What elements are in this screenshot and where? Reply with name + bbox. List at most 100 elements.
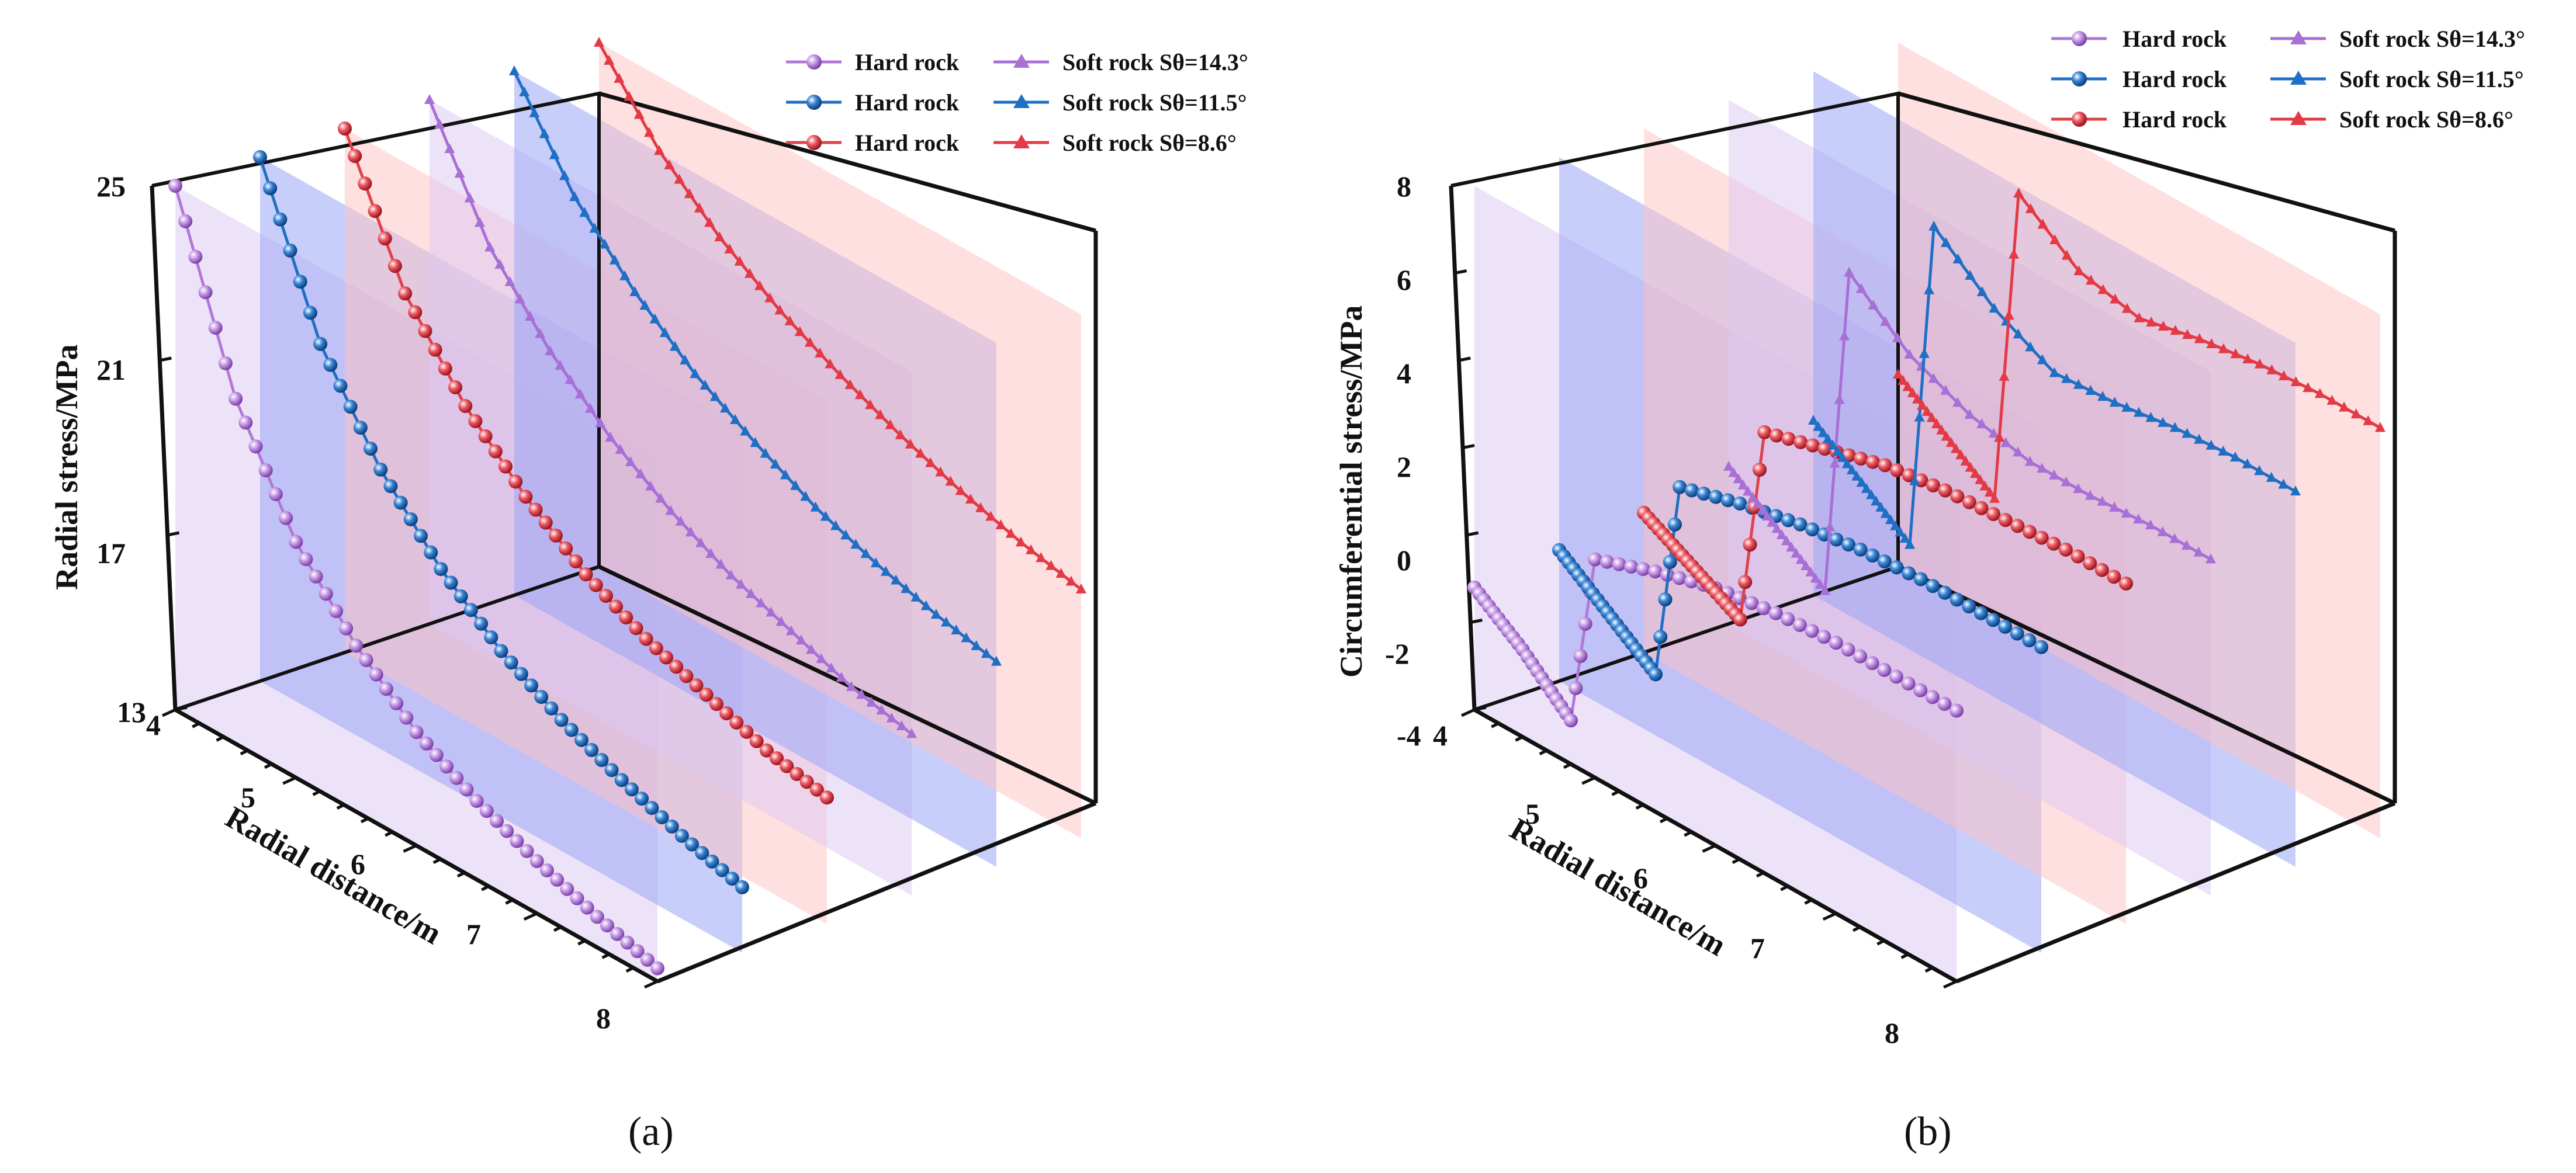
point-soft-red — [2350, 408, 2362, 419]
point-hard-purple — [1805, 624, 1819, 638]
point-hard-blue — [313, 336, 328, 351]
point-hard-purple — [218, 356, 233, 370]
point-soft-blue — [2025, 341, 2036, 352]
point-hard-blue — [695, 846, 709, 860]
point-soft-blue — [2205, 439, 2217, 450]
point-hard-blue — [1720, 493, 1735, 508]
x-minor-tick-mark — [264, 762, 273, 769]
point-soft-blue — [2266, 471, 2277, 482]
point-soft-blue — [670, 341, 680, 351]
point-hard-red — [438, 361, 452, 376]
point-hard-red — [2107, 570, 2121, 584]
point-soft-blue — [1871, 495, 1882, 506]
point-soft-red — [935, 466, 946, 477]
point-hard-blue — [1841, 537, 1855, 552]
point-soft-red — [1902, 381, 1913, 391]
point-hard-red — [1998, 513, 2013, 527]
point-hard-blue — [1962, 599, 1976, 613]
point-soft-red — [2025, 203, 2036, 213]
point-soft-red — [1045, 560, 1057, 570]
panel-a-y-axis-label: Radial stress/MPa — [49, 345, 84, 590]
panel-a-x-tick-7: 7 — [466, 918, 481, 950]
point-soft-blue — [709, 391, 721, 401]
point-soft-blue — [1837, 452, 1848, 462]
point-hard-purple — [600, 918, 615, 933]
point-hard-red — [338, 122, 352, 136]
point-hard-purple — [560, 882, 574, 896]
point-soft-blue — [2158, 417, 2169, 427]
point-soft-blue — [730, 414, 741, 424]
point-hard-red — [2094, 563, 2109, 577]
point-hard-blue — [434, 562, 448, 577]
point-soft-purple — [685, 526, 696, 537]
point-soft-blue — [529, 107, 540, 117]
point-soft-red — [2110, 293, 2121, 304]
point-hard-purple — [479, 804, 494, 818]
point-hard-red — [2047, 536, 2061, 551]
panel-b-y-tick-0: 0 — [1397, 544, 1411, 577]
point-soft-purple — [625, 456, 636, 466]
panel-a-series-planes — [175, 43, 1081, 981]
point-soft-blue — [2218, 445, 2229, 456]
point-soft-purple — [746, 588, 756, 598]
panel-a-y-tick-25: 25 — [96, 170, 126, 203]
point-soft-purple — [1940, 384, 1951, 395]
point-hard-red — [418, 324, 432, 338]
x-minor-tick-mark — [1539, 749, 1547, 755]
point-soft-blue — [951, 624, 962, 634]
point-soft-purple — [675, 515, 686, 526]
point-hard-blue — [1998, 619, 2013, 634]
point-soft-purple — [1904, 349, 1915, 359]
point-hard-red — [1854, 452, 1868, 466]
point-soft-purple — [2073, 483, 2084, 494]
point-hard-red — [729, 715, 744, 730]
point-hard-purple — [399, 710, 414, 725]
point-soft-blue — [870, 557, 881, 568]
point-soft-red — [875, 409, 886, 419]
point-soft-purple — [1976, 418, 1988, 429]
point-soft-purple — [2193, 546, 2204, 557]
point-hard-purple — [439, 759, 454, 774]
panel-b-x-tick-4: 4 — [1433, 719, 1448, 752]
point-hard-purple — [208, 321, 223, 335]
point-soft-red — [1005, 527, 1016, 538]
panel-b-legend-hard-3: Hard rock — [2123, 106, 2227, 133]
point-hard-blue — [624, 782, 639, 797]
point-soft-blue — [860, 548, 871, 558]
x-minor-tick-mark — [1804, 898, 1813, 905]
point-soft-purple — [524, 310, 535, 321]
point-soft-red — [2230, 348, 2241, 359]
point-hard-purple — [178, 214, 193, 228]
legend-sphere-marker — [2072, 31, 2087, 46]
point-soft-purple — [816, 653, 827, 664]
point-hard-red — [1974, 501, 1989, 515]
point-hard-purple — [1578, 616, 1592, 631]
point-soft-blue — [2061, 373, 2072, 383]
point-hard-blue — [715, 863, 729, 877]
point-hard-purple — [1877, 662, 1892, 677]
point-soft-purple — [785, 625, 797, 636]
x-tick-mark — [1581, 776, 1596, 785]
x-minor-tick-mark — [456, 871, 466, 878]
point-soft-purple — [906, 728, 917, 738]
point-soft-red — [664, 159, 675, 169]
point-soft-red — [2146, 316, 2157, 327]
point-hard-blue — [1829, 532, 1844, 547]
point-hard-red — [790, 766, 804, 781]
point-soft-purple — [1801, 560, 1811, 570]
point-hard-purple — [490, 814, 504, 828]
point-soft-purple — [1805, 566, 1816, 577]
point-hard-red — [1733, 612, 1747, 627]
panel-b-caption: (b) — [1904, 1109, 1952, 1154]
point-hard-purple — [1925, 690, 1940, 705]
point-soft-purple — [454, 168, 465, 178]
point-hard-purple — [379, 682, 393, 696]
point-hard-red — [398, 286, 413, 301]
point-soft-purple — [1952, 397, 1963, 407]
point-hard-purple — [539, 863, 554, 877]
x-minor-tick-mark — [1900, 953, 1909, 959]
x-minor-tick-mark — [553, 925, 562, 932]
point-hard-red — [358, 176, 372, 191]
panel-b-legend-soft-3: Soft rock Sθ=8.6° — [2339, 106, 2513, 133]
point-soft-blue — [1847, 464, 1857, 475]
